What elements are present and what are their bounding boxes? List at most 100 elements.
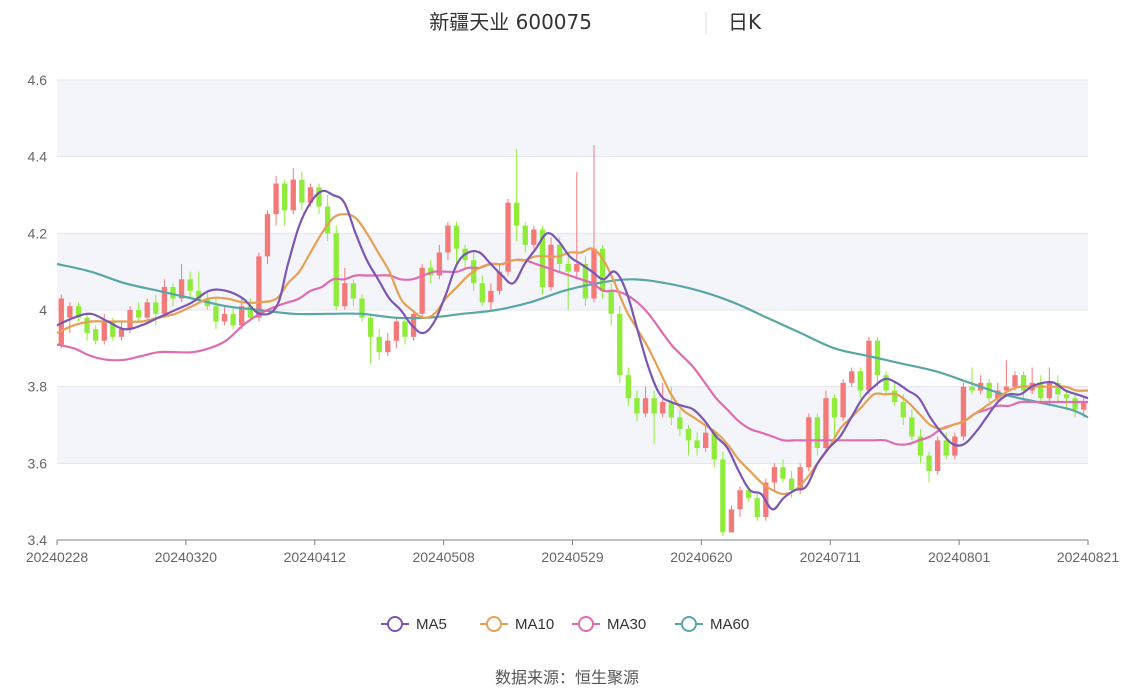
candle-body: [703, 432, 709, 448]
candle-body: [367, 317, 374, 337]
candle-body: [84, 317, 90, 333]
candle-body: [797, 467, 803, 491]
y-tick-label: 4.6: [28, 72, 48, 88]
candle-body: [273, 183, 279, 215]
x-tick-label: 20240801: [928, 549, 991, 565]
candle-body: [771, 467, 778, 483]
candle-body: [634, 398, 640, 414]
candle-body: [625, 375, 632, 399]
candle-body: [402, 321, 408, 337]
candle-body: [720, 459, 726, 533]
candle-body: [282, 183, 288, 211]
candle-body: [239, 306, 245, 326]
candle-body: [960, 386, 967, 437]
legend-item-ma30[interactable]: MA30: [572, 616, 646, 633]
candle-body: [892, 390, 898, 402]
candle-body: [299, 179, 305, 203]
candle-body: [1055, 382, 1061, 395]
candle-body: [556, 244, 563, 264]
candle-body: [290, 179, 296, 211]
candle-body: [385, 340, 391, 353]
candle-body: [513, 202, 520, 226]
candle-body: [1081, 402, 1087, 410]
candle-body: [728, 509, 735, 533]
x-tick-label: 20240320: [155, 549, 218, 565]
candle-body: [668, 402, 674, 418]
candle-body: [548, 244, 554, 287]
candle-body: [737, 490, 743, 510]
data-source: 数据来源：恒生聚源: [495, 668, 639, 687]
x-tick-label: 20240228: [26, 549, 89, 565]
candle-body: [505, 202, 511, 272]
candle-body: [660, 402, 666, 414]
y-tick-label: 4.2: [28, 225, 48, 241]
candle-body: [849, 371, 855, 383]
candle-body: [436, 252, 442, 276]
candle-body: [58, 298, 64, 345]
candle-body: [617, 313, 623, 376]
candle-body: [539, 229, 546, 287]
x-tick-label: 20240711: [800, 549, 861, 565]
candle-body: [118, 329, 125, 337]
candle-body: [522, 225, 528, 245]
legend-label: MA10: [515, 616, 554, 633]
legend-item-ma60[interactable]: MA60: [675, 616, 749, 633]
candle-body: [247, 306, 253, 318]
candle-body: [144, 302, 150, 318]
candle-body: [256, 256, 262, 318]
candle-body: [1063, 394, 1070, 399]
candle-body: [531, 229, 537, 245]
candle-body: [574, 264, 580, 272]
axes: [56, 539, 1089, 545]
x-tick-label: 20240821: [1057, 549, 1120, 565]
candle-body: [316, 187, 322, 207]
candle-body: [814, 417, 821, 448]
candle-body: [488, 290, 494, 303]
candle-body: [161, 287, 168, 314]
candle-body: [307, 187, 314, 203]
candle-body: [496, 271, 503, 291]
candle-body: [479, 283, 485, 303]
candle-body: [170, 287, 176, 299]
legend-swatch-marker: [681, 616, 697, 632]
candle-body: [67, 306, 73, 318]
candle-body: [1072, 398, 1078, 410]
candle-body: [608, 290, 614, 314]
legend-label: MA60: [710, 616, 749, 633]
candle-body: [359, 298, 365, 318]
legend-item-ma5[interactable]: MA5: [381, 616, 447, 633]
candle-body: [677, 417, 683, 429]
candle-body: [909, 417, 915, 437]
candle-body: [419, 267, 425, 314]
candle-body: [178, 279, 185, 299]
candle-body: [745, 490, 752, 498]
candle-body: [135, 310, 142, 318]
x-tick-label: 20240529: [541, 549, 604, 565]
candle-body: [264, 214, 271, 257]
candle-body: [900, 402, 906, 418]
candle-body: [780, 467, 786, 479]
candle-body: [943, 440, 949, 456]
candle-body: [565, 264, 571, 272]
candle-body: [969, 386, 975, 391]
candle-body: [342, 283, 348, 307]
candle-body: [694, 440, 700, 448]
legend-swatch-marker: [578, 616, 594, 632]
candle-body: [642, 398, 649, 414]
candle-body: [376, 336, 382, 353]
candle-body: [788, 478, 795, 491]
ma60-line: [56, 262, 1089, 419]
candle-body: [995, 390, 1001, 399]
candle-body: [92, 329, 99, 341]
ma30-line: [56, 258, 1088, 446]
candle-body: [806, 417, 812, 468]
y-tick-label: 3.4: [28, 532, 48, 548]
candle-body: [599, 248, 606, 291]
candle-body: [1012, 375, 1018, 387]
legend[interactable]: MA5 MA10 MA30 MA60: [381, 616, 749, 633]
plot-band: [57, 233, 1088, 310]
legend-item-ma10[interactable]: MA10: [480, 616, 554, 633]
y-tick-label: 4: [39, 302, 47, 318]
candle-body: [857, 371, 863, 391]
